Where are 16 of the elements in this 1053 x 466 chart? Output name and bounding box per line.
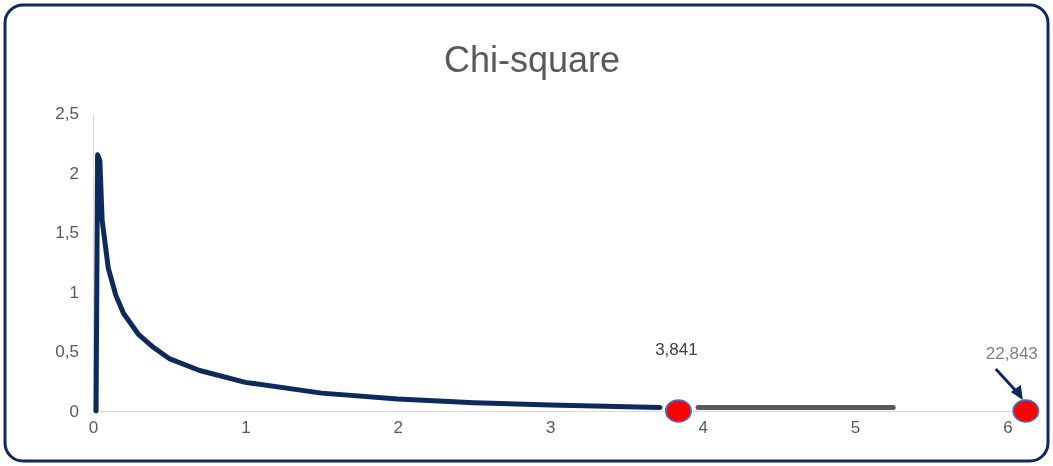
y-tick-label: 2: [69, 163, 79, 183]
x-tick-label: 3: [546, 418, 556, 438]
x-tick-label: 0: [88, 418, 99, 438]
x-tick-label: 1: [241, 418, 251, 438]
y-tick-label: 2,5: [55, 103, 79, 123]
x-tick-label: 4: [698, 418, 708, 438]
annotation: 3,841: [655, 340, 698, 359]
annotation: 22,843: [985, 344, 1038, 363]
x-tick-label: 2: [393, 418, 404, 438]
x-tick-label: 5: [850, 418, 861, 438]
chart-title: Chi-square: [443, 39, 621, 80]
y-tick-label: 1,5: [55, 223, 79, 243]
x-tick-label: 6: [1003, 418, 1013, 438]
y-tick-label: 0: [69, 401, 79, 421]
y-tick-label: 1: [69, 282, 79, 302]
y-tick-label: 0,5: [55, 342, 79, 362]
